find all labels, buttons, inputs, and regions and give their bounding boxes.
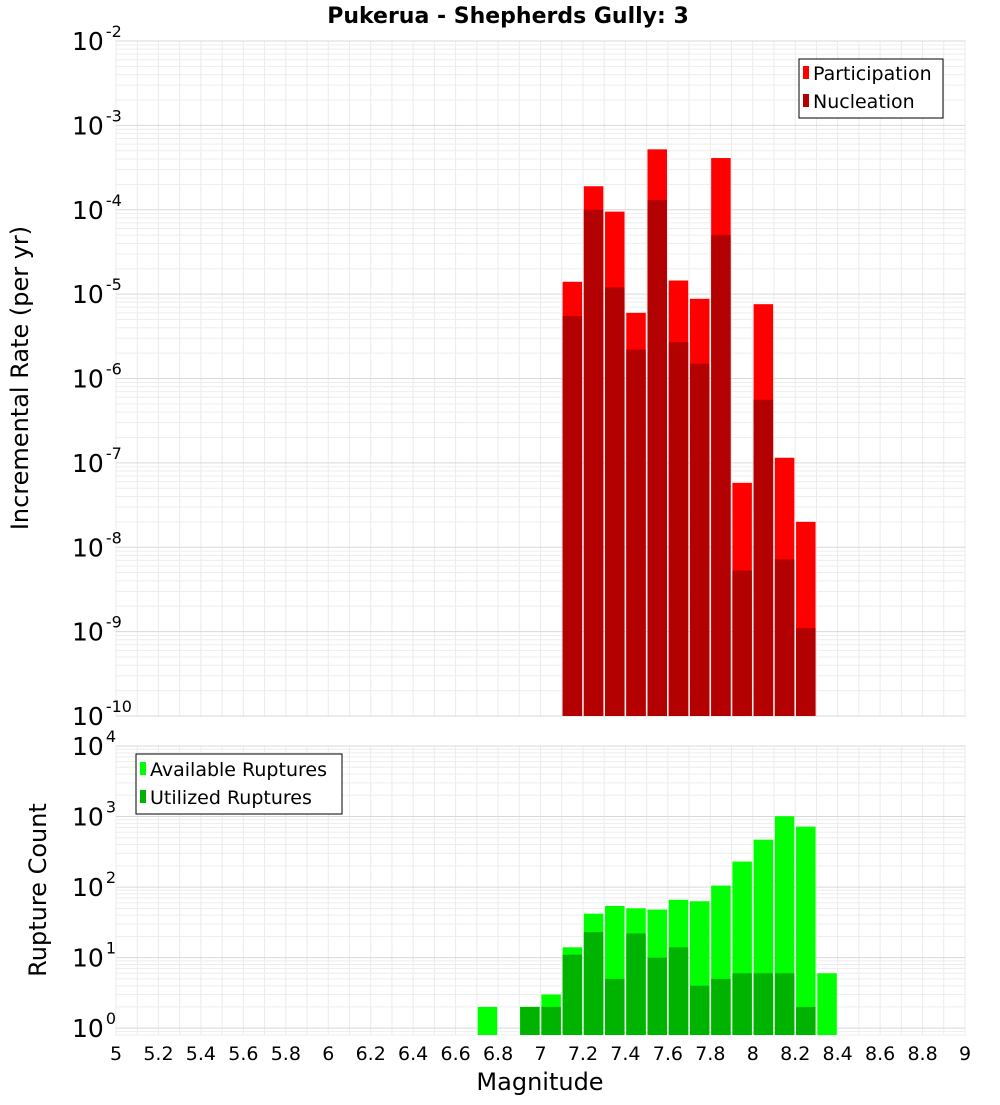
bar-nucleation xyxy=(753,399,774,716)
top-bars xyxy=(562,149,816,716)
bar-available-ruptures xyxy=(796,826,816,1035)
bottom-bars xyxy=(477,816,837,1035)
bar-available-ruptures xyxy=(817,973,837,1035)
y-tick-label: 10 -2 xyxy=(72,22,122,56)
x-tick-label: 7.4 xyxy=(610,1043,640,1065)
y-tick-label: 10 -7 xyxy=(72,444,122,478)
top-y-axis-label: Incremental Rate (per yr) xyxy=(6,226,34,530)
top-grid xyxy=(115,40,966,717)
bar-utilized-ruptures xyxy=(605,978,625,1035)
bottom-legend-box xyxy=(135,753,343,815)
chart-title: Pukerua - Shepherds Gully: 3 xyxy=(327,4,689,29)
bar-nucleation xyxy=(774,559,795,716)
bar-utilized-ruptures xyxy=(774,973,795,1035)
x-tick-label: 7.2 xyxy=(568,1043,598,1065)
bottom-y-axis-label: Rupture Count xyxy=(24,803,52,977)
bar-nucleation xyxy=(562,316,583,716)
x-tick-label: 8.2 xyxy=(780,1043,810,1065)
legend-label-utilized: Utilized Ruptures xyxy=(150,787,312,809)
x-tick-label: 6 xyxy=(322,1043,334,1065)
legend-label-participation: Participation xyxy=(813,63,932,85)
x-tick-label: 6.8 xyxy=(483,1043,513,1065)
x-tick-label: 7.8 xyxy=(695,1043,725,1065)
y-tick-label: 10 -6 xyxy=(72,360,122,394)
legend-swatch-utilized xyxy=(140,790,146,803)
bar-utilized-ruptures xyxy=(647,957,667,1035)
x-axis-label: Magnitude xyxy=(476,1068,603,1096)
bar-utilized-ruptures xyxy=(689,985,710,1035)
y-tick-label: 10 -9 xyxy=(72,613,122,647)
bar-nucleation xyxy=(583,209,604,716)
x-tick-label: 6.4 xyxy=(398,1043,428,1065)
bar-utilized-ruptures xyxy=(583,932,604,1035)
bar-utilized-ruptures xyxy=(541,1006,561,1035)
bar-nucleation xyxy=(796,628,816,716)
y-tick-label: 10 3 xyxy=(72,798,116,832)
y-tick-label: 10 2 xyxy=(72,868,116,902)
y-tick-label: 10 -8 xyxy=(72,528,122,562)
y-tick-label: 10 -4 xyxy=(72,191,122,225)
bar-utilized-ruptures xyxy=(562,954,583,1035)
x-tick-label: 5 xyxy=(110,1043,122,1065)
x-tick-label: 6.6 xyxy=(440,1043,470,1065)
x-tick-label: 9 xyxy=(959,1043,971,1065)
bar-utilized-ruptures xyxy=(796,1006,816,1035)
x-tick-label: 5.2 xyxy=(143,1043,173,1065)
bar-utilized-ruptures xyxy=(668,947,689,1035)
bar-nucleation xyxy=(626,349,646,716)
x-tick-label: 8.8 xyxy=(907,1043,937,1065)
bar-utilized-ruptures xyxy=(753,973,774,1035)
legend-label-nucleation: Nucleation xyxy=(813,91,915,113)
y-tick-label: 10 -3 xyxy=(72,106,122,140)
x-tick-label: 8.4 xyxy=(823,1043,853,1065)
x-tick-label: 6.2 xyxy=(356,1043,386,1065)
bar-nucleation xyxy=(605,287,625,716)
x-tick-label: 5.4 xyxy=(186,1043,216,1065)
bar-utilized-ruptures xyxy=(520,1006,540,1035)
top-legend-box xyxy=(798,58,944,119)
x-tick-label: 5.8 xyxy=(271,1043,301,1065)
x-tick-label: 7.6 xyxy=(653,1043,683,1065)
x-tick-label: 8.6 xyxy=(865,1043,895,1065)
bar-nucleation xyxy=(711,235,731,716)
top-panel: 10-10 10-9 10-8 10-7 10-6 10-5 10-4 10-3 10-2 In… xyxy=(6,22,966,731)
bar-nucleation xyxy=(689,363,710,716)
legend-swatch-nucleation xyxy=(803,94,809,107)
x-tick-label: 7 xyxy=(534,1043,546,1065)
top-y-tick-labels: 10-10 10-9 10-8 10-7 10-6 10-5 10-4 10-3 10-2 xyxy=(72,22,132,731)
y-tick-label: 10 4 xyxy=(72,727,116,761)
x-tick-labels: 5 5.2 5.4 5.6 5.8 6 6.2 6.4 6.6 6.8 7 7.2 7.4 7.6 7.8 8… xyxy=(110,1043,971,1065)
legend-swatch-available xyxy=(140,762,146,775)
legend-label-available: Available Ruptures xyxy=(150,759,327,781)
x-tick-label: 8 xyxy=(747,1043,759,1065)
legend-swatch-participation xyxy=(803,66,809,79)
bar-nucleation xyxy=(668,342,689,716)
bar-utilized-ruptures xyxy=(711,978,731,1035)
bar-utilized-ruptures xyxy=(626,933,646,1035)
bottom-legend: Available Ruptures Utilized Ruptures xyxy=(135,753,343,815)
y-tick-label: 10 -10 xyxy=(72,697,132,731)
bar-available-ruptures xyxy=(477,1006,498,1035)
y-tick-label: 10 1 xyxy=(72,939,116,973)
bar-utilized-ruptures xyxy=(732,973,752,1035)
y-tick-label: 10 0 xyxy=(72,1009,116,1043)
x-tick-label: 5.6 xyxy=(228,1043,258,1065)
bar-nucleation xyxy=(647,200,667,716)
bar-nucleation xyxy=(732,570,752,716)
bottom-grid xyxy=(115,745,966,1036)
y-tick-label: 10 -5 xyxy=(72,275,122,309)
top-legend: Participation Nucleation xyxy=(798,58,944,119)
